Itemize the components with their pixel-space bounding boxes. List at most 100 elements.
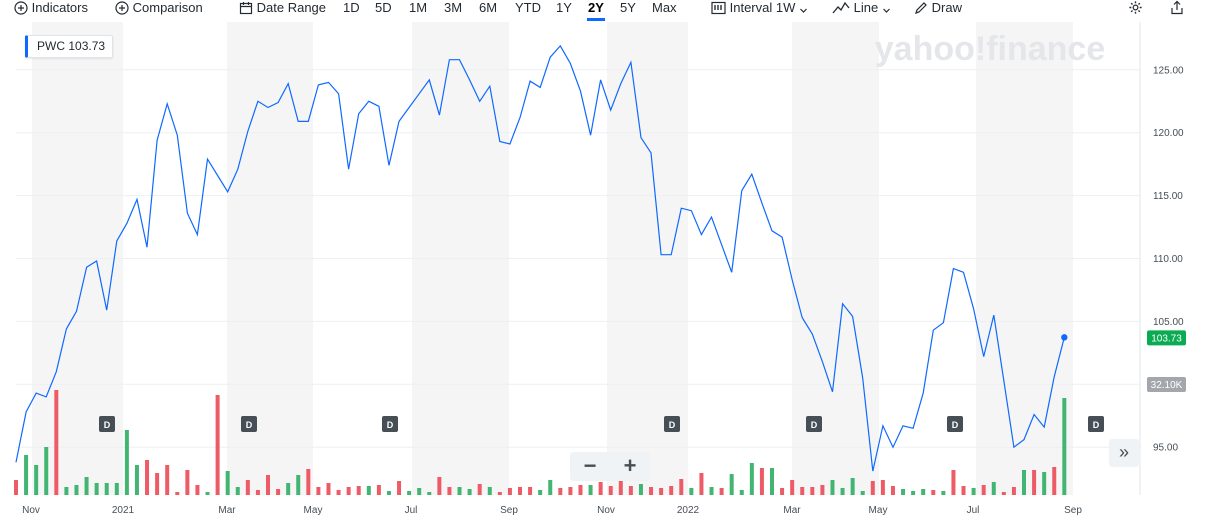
range-button-ytd[interactable]: YTD [515,0,541,15]
scroll-to-latest-button[interactable]: » [1109,439,1139,467]
volume-bar [366,486,371,495]
chart-type-button[interactable]: Line [832,0,891,18]
volume-bar [608,486,613,495]
range-button-1m[interactable]: 1M [409,0,428,15]
interval-button[interactable]: Interval 1W [711,0,808,18]
zoom-in-button[interactable]: + [623,453,637,478]
volume-bar [578,485,583,495]
volume-bar [94,483,99,495]
volume-bar [1022,470,1026,495]
volume-bar [689,488,694,495]
volume-bar [145,460,150,495]
comparison-button[interactable]: Comparison [115,0,203,18]
series-legend[interactable]: PWC 103.73 [25,35,114,58]
volume-bar [850,478,855,495]
current-volume-label: 32.10K [1151,380,1183,391]
volume-bar [1001,492,1006,495]
axis-badges: 103.73 32.10K [1147,330,1186,392]
volume-bar [901,489,906,495]
dividend-marker-label: D [811,420,818,430]
volume-bar [770,468,774,495]
volume-bar [518,487,522,495]
volume-bar [941,491,946,495]
volume-bar [699,473,704,495]
volume-bar [497,492,502,495]
volume-bar [417,488,422,495]
volume-bar [991,482,996,495]
dividend-marker-box [947,416,963,432]
range-button-1y[interactable]: 1Y [556,0,572,15]
volume-bar [921,489,926,495]
range-button-2y[interactable]: 2Y [587,0,605,21]
volume-bar [225,471,230,495]
share-button[interactable] [1170,0,1184,18]
calendar-icon [239,2,253,15]
y-axis-labels: 95.00100.00105.00110.00115.00120.00125.0… [1139,22,1184,495]
volume-bar [255,490,260,495]
x-tick-label: Nov [22,505,40,516]
volume-bar [931,490,936,495]
volume-bar [266,475,270,495]
volume-bar [74,485,79,495]
volume-bars [14,390,1067,495]
volume-bar [276,489,281,495]
x-tick-label: Jul [405,505,418,516]
horizontal-gridlines [16,69,1140,448]
volume-bar [336,490,341,495]
volume-bar [14,480,18,495]
range-button-max[interactable]: Max [652,0,677,15]
range-button-6m[interactable]: 6M [479,0,498,15]
range-button-5y[interactable]: 5Y [620,0,636,15]
range-button-1d[interactable]: 1D [343,0,360,15]
y-tick-label: 110.00 [1153,254,1183,265]
volume-bar [951,470,956,495]
double-chevron-right-icon: » [1118,442,1129,462]
dividend-marker-label: D [1093,420,1100,430]
volume-bar [820,485,825,495]
date-range-button[interactable]: Date Range [239,0,326,18]
indicators-button[interactable]: Indicators [14,0,88,18]
volume-bar [739,490,744,495]
candle-interval-icon [711,1,726,15]
volume-bar [729,474,734,495]
volume-bar [719,488,724,495]
volume-bar [830,480,835,495]
x-tick-label: Mar [783,505,801,516]
volume-bar [649,487,654,495]
dividend-marker-box [1088,416,1104,432]
volume-bar [749,463,754,495]
volume-bar [528,487,533,495]
draw-button[interactable]: Draw [914,0,962,18]
volume-bar [588,485,593,495]
interval-value: 1W [775,0,796,15]
volume-bar [84,477,89,495]
legend-symbol: PWC [37,39,65,53]
volume-bar [538,490,543,495]
x-tick-label: May [304,505,323,516]
volume-bar [810,487,815,495]
range-button-5d[interactable]: 5D [375,0,392,15]
volume-bar [235,487,240,495]
zoom-out-button[interactable]: − [583,453,597,478]
volume-bar [34,465,39,495]
share-icon [1171,0,1183,15]
volume-bar [548,480,553,495]
volume-bar [316,487,321,495]
volume-bar [1032,470,1037,495]
volume-bar [628,486,633,495]
volume-bar [598,482,603,495]
volume-bar [165,465,170,495]
volume-bar [245,480,250,495]
settings-button[interactable] [1128,0,1143,18]
x-tick-label: 2021 [112,505,135,516]
date-range-label: Date Range [256,0,327,15]
volume-bar [397,481,402,495]
volume-bar [1062,398,1067,495]
volume-bar [659,488,664,495]
volume-bar [477,484,482,495]
dividend-marker-label: D [669,420,676,430]
range-button-3m[interactable]: 3M [444,0,463,15]
volume-bar [870,481,875,495]
